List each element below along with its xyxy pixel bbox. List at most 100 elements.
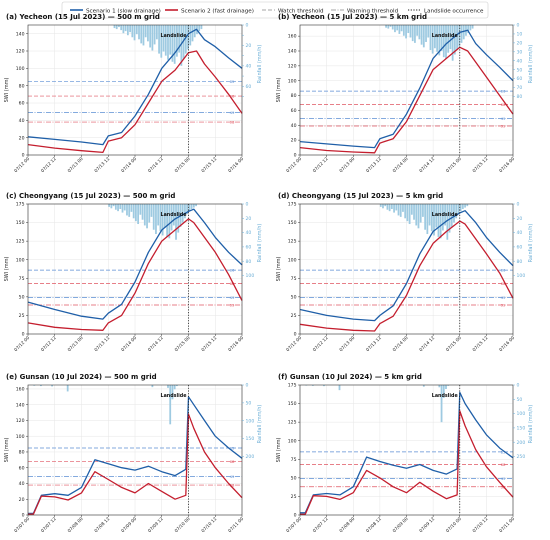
y2-tick-label: 80 (246, 259, 252, 265)
y2-tick-label: 0 (517, 23, 520, 29)
rainfall-bar (447, 385, 450, 386)
rainfall-bar (447, 25, 450, 53)
landslide-label: Landslide (161, 393, 188, 399)
rainfall-bar (462, 25, 465, 40)
x-tick-label: 07/16 00 (498, 335, 516, 353)
x-tick-label: 07/13 12 (93, 156, 111, 174)
rainfall-bar (40, 385, 42, 387)
y2-tick-label: 50 (246, 400, 252, 406)
rainfall-bar (420, 25, 423, 45)
rainfall-bar (153, 25, 156, 45)
y2-axis-label: Rainfall (mm/h) (257, 224, 263, 263)
rainfall-bar (388, 204, 391, 212)
panel-title: (c) Cheongyang (15 Jul 2023) — 500 m gri… (6, 192, 175, 200)
rainfall-bar (458, 25, 461, 47)
y-tick-label: 25 (291, 313, 297, 319)
x-tick-label: 07/14 12 (147, 335, 165, 353)
y-tick-label: 20 (19, 135, 25, 141)
panel-d: (d) Cheongyang (15 Jul 2023) — 5 km grid… (276, 192, 534, 353)
y-tick-label: 40 (19, 481, 25, 487)
rainfall-bar (182, 25, 185, 59)
y2-tick-label: 250 (517, 454, 526, 460)
rainfall-bar (132, 204, 135, 219)
rainfall-bar (186, 204, 189, 215)
threshold-label: 85 (501, 449, 506, 454)
y-tick-label: 50 (291, 475, 297, 481)
y2-tick-label: 20 (517, 40, 523, 46)
rainfall-bar (338, 385, 341, 391)
x-tick-label: 07/13 12 (365, 335, 383, 353)
rainfall-bar (442, 204, 444, 231)
y-tick-label: 150 (16, 220, 25, 226)
rainfall-bar (422, 204, 424, 217)
landslide-label: Landslide (432, 33, 459, 39)
rainfall-bar (152, 204, 155, 230)
rainfall-bar (451, 25, 454, 61)
x-tick-label: 07/13 00 (338, 156, 356, 174)
y-tick-label: 0 (294, 332, 297, 338)
x-tick-label: 07/15 00 (174, 156, 192, 174)
rainfall-bar (445, 25, 447, 59)
y-tick-label: 150 (288, 401, 297, 407)
rainfall-bar (198, 25, 201, 32)
rainfall-bar (120, 25, 123, 31)
y-axis-label: SWI (mm) (276, 78, 282, 103)
rainfall-bar (171, 385, 174, 400)
rainfall-bar (146, 204, 148, 229)
rainfall-bar (124, 25, 127, 32)
y2-axis-label: Rainfall (mm/h) (257, 405, 263, 444)
rainfall-bar (195, 204, 197, 207)
x-tick-label: 07/12 00 (285, 156, 303, 174)
rainfall-bar (397, 204, 400, 216)
x-tick-label: 07/08 12 (93, 516, 111, 534)
y2-tick-label: 50 (517, 67, 523, 73)
y-tick-label: 20 (291, 138, 297, 144)
panel-title: (d) Cheongyang (15 Jul 2023) — 5 km grid (278, 192, 443, 200)
threshold-label: 68 (501, 281, 506, 286)
y-tick-label: 160 (16, 387, 25, 393)
y-axis-label: SWI (mm) (276, 257, 282, 282)
y2-tick-label: 40 (517, 230, 523, 236)
rainfall-bar (406, 204, 409, 222)
y-tick-label: 140 (16, 402, 25, 408)
landslide-label: Landslide (161, 212, 188, 218)
x-tick-label: 07/13 12 (93, 335, 111, 353)
rainfall-bar (455, 204, 458, 219)
rainfall-bar (466, 204, 469, 207)
y2-tick-label: 200 (517, 440, 526, 446)
y-tick-label: 100 (16, 257, 25, 263)
rainfall-bar (414, 25, 416, 43)
rainfall-bar (459, 204, 462, 212)
rainfall-bar (408, 204, 411, 225)
rainfall-bar (117, 204, 119, 212)
y2-tick-label: 60 (246, 245, 252, 251)
y-tick-label: 0 (294, 153, 297, 159)
rainfall-bar (449, 25, 452, 50)
rainfall-bar (442, 25, 445, 58)
x-tick-label: 07/07 00 (285, 516, 303, 534)
threshold-label: 86 (230, 268, 235, 273)
x-tick-label: 07/16 00 (227, 335, 245, 353)
y-axis-label: SWI (mm) (276, 438, 282, 463)
rainfall-bar (435, 204, 438, 228)
legend-label-landslide: Landslide occurrence (424, 9, 484, 15)
y2-tick-label: 150 (517, 426, 526, 432)
rainfall-bar (393, 204, 395, 213)
rainfall-bar (161, 204, 164, 236)
y2-tick-label: 0 (246, 383, 249, 389)
rainfall-bar (130, 204, 133, 212)
rainfall-bar (173, 25, 176, 64)
y-tick-label: 100 (16, 66, 25, 72)
x-tick-label: 07/14 00 (392, 156, 410, 174)
rainfall-bar (411, 25, 414, 42)
rainfall-bar (172, 204, 175, 226)
x-tick-label: 07/12 12 (312, 156, 330, 174)
y-tick-label: 120 (288, 63, 297, 69)
rainfall-bar (390, 204, 393, 210)
x-tick-label: 07/14 12 (147, 156, 165, 174)
x-tick-label: 07/13 00 (338, 335, 356, 353)
rainfall-bar (175, 204, 177, 240)
x-tick-label: 07/09 00 (392, 516, 410, 534)
rainfall-bar (439, 204, 442, 239)
